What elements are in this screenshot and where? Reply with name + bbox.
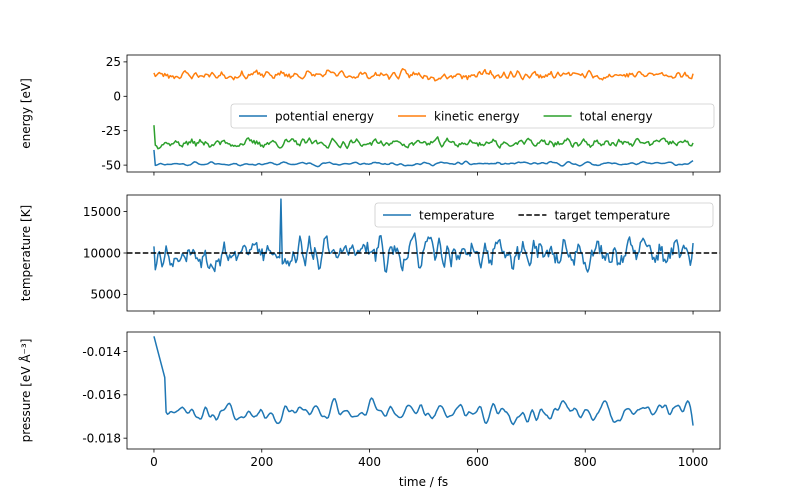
y-tick-label: 10000 [83,246,121,260]
y-tick-label: -0.016 [82,388,121,402]
y-tick-label: -0.014 [82,345,121,359]
legend-label: total energy [580,109,653,123]
x-axis-label: time / fs [399,475,448,489]
y-tick-label: -25 [101,124,121,138]
y-tick-label: 15000 [83,205,121,219]
legend-label: target temperature [554,208,670,222]
series-total-energy [153,125,694,150]
y-tick-label: 25 [106,55,121,69]
y-tick-label: 0 [113,90,121,104]
energy-panel: 25 0 -25 -50 energy [eV] potential energy kine… [19,54,721,176]
pressure-panel: -0.014 -0.016 -0.018 0 200 400 600 800 1000 press… [18,331,721,489]
series-temperature [153,198,694,273]
temperature-panel: 15000 10000 5000 temperature [K] temperature… [19,194,721,315]
series-pressure [153,336,694,426]
legend-label: temperature [419,208,494,222]
axes-frame [126,331,721,450]
legend: potential energy kinetic energy total ener… [230,103,715,129]
legend-label: potential energy [275,109,374,123]
legend-label: kinetic energy [434,109,520,123]
axes-frame [126,54,721,173]
y-axis-label: energy [eV] [19,78,33,149]
x-tick-label: 200 [250,455,273,469]
series-potential-energy [153,149,694,168]
x-tick-label: 600 [466,455,489,469]
x-tick-label: 0 [150,455,158,469]
y-axis-label: temperature [K] [19,205,33,301]
x-tick-label: 400 [358,455,381,469]
y-axis-label: pressure [eV Å⁻³] [18,339,33,443]
legend-frame [230,103,715,129]
y-tick-label: 5000 [90,288,121,302]
y-tick-label: -0.018 [82,431,121,445]
series-kinetic-energy [153,68,694,82]
legend: temperature target temperature [374,202,714,228]
y-tick-label: -50 [101,158,121,172]
x-tick-label: 1000 [678,455,709,469]
x-tick-label: 800 [574,455,597,469]
